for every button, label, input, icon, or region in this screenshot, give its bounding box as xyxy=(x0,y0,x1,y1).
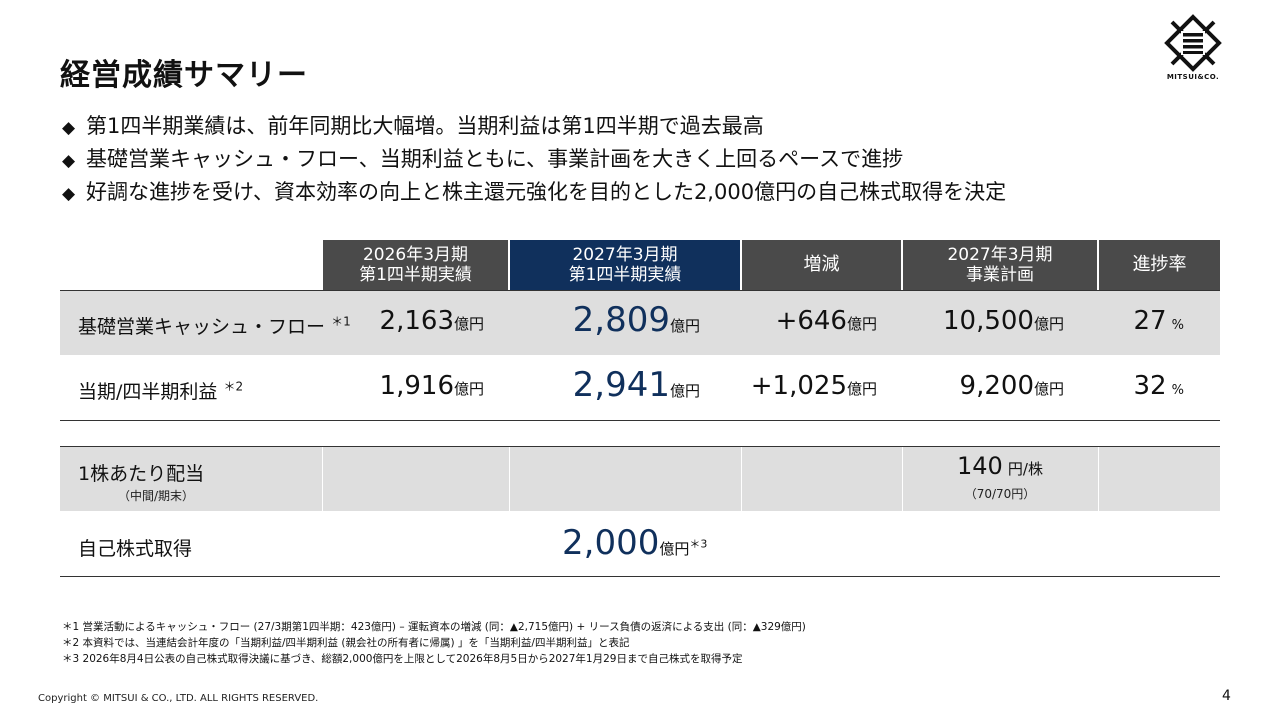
cell-profit-plan: 9,200億円 xyxy=(959,371,1064,401)
bullet-item: ◆ 好調な進捗を受け、資本効率の向上と株主還元強化を目的とした2,000億円の自己… xyxy=(62,176,1006,209)
column-separator xyxy=(322,447,323,511)
footnotes: ＊1 営業活動によるキャッシュ・フロー (27/3期第1四半期：423億円) –… xyxy=(62,619,806,667)
cell-dividend-plan-sub: （70/70円） xyxy=(964,487,1036,501)
header-curr-actual: 2027年3月期 第1四半期実績 xyxy=(510,240,740,290)
footnote-3: ＊3 2026年8月4日公表の自己株式取得決議に基づき、総額2,000億円を上限… xyxy=(62,653,743,665)
table2-bottom-rule xyxy=(60,576,1220,577)
bullet-item: ◆ 基礎営業キャッシュ・フロー、当期利益ともに、事業計画を大きく上回るペースで進捗 xyxy=(62,143,1006,176)
column-separator xyxy=(902,447,903,511)
header-progress: 進捗率 xyxy=(1099,240,1220,290)
footnote-1: ＊1 営業活動によるキャッシュ・フロー (27/3期第1四半期：423億円) –… xyxy=(62,621,806,633)
table2-top-rule xyxy=(60,446,1220,447)
bullet-item: ◆ 第1四半期業績は、前年同期比大幅増。当期利益は第1四半期で過去最高 xyxy=(62,110,1006,143)
header-plan: 2027年3月期 事業計画 xyxy=(903,240,1097,290)
column-separator xyxy=(509,447,510,511)
diamond-icon: ◆ xyxy=(62,118,76,138)
table-row-cf xyxy=(60,291,1220,355)
diamond-icon: ◆ xyxy=(62,184,76,204)
cell-profit-prev: 1,916億円 xyxy=(379,371,484,401)
table-section-rule xyxy=(60,420,1220,421)
row-sublabel-dividend: （中間/期末） xyxy=(118,489,195,503)
cell-profit-curr: 2,941億円 xyxy=(572,365,700,405)
cell-buyback-curr: 2,000億円＊3 xyxy=(562,523,708,563)
summary-bullets: ◆ 第1四半期業績は、前年同期比大幅増。当期利益は第1四半期で過去最高 ◆ 基礎営業… xyxy=(62,110,1006,209)
page-title: 経営成績サマリー xyxy=(60,58,308,93)
cell-dividend-plan: 140 円/株 xyxy=(957,452,1043,480)
column-separator xyxy=(741,447,742,511)
cell-profit-progress: 32 % xyxy=(1133,371,1184,401)
row-label-profit: 当期/四半期利益 ＊2 xyxy=(78,379,244,403)
page-number: 4 xyxy=(1222,688,1231,704)
diamond-icon: ◆ xyxy=(62,151,76,171)
cell-cf-curr: 2,809億円 xyxy=(572,300,700,340)
footnote-2: ＊2 本資料では、当連結会計年度の「当期利益/四半期利益 (親会社の所有者に帰属… xyxy=(62,637,630,649)
table-top-rule xyxy=(60,290,1220,291)
header-prev-actual: 2026年3月期 第1四半期実績 xyxy=(323,240,508,290)
logo-text: MITSUI&CO. xyxy=(1166,73,1220,81)
mitsui-logo-icon xyxy=(1164,14,1222,72)
cell-cf-plan: 10,500億円 xyxy=(943,306,1064,336)
column-separator xyxy=(1098,447,1099,511)
cell-profit-change: +1,025億円 xyxy=(750,371,877,401)
header-change: 増減 xyxy=(742,240,901,290)
copyright: Copyright © MITSUI & CO., LTD. ALL RIGHT… xyxy=(38,693,319,704)
table-row-dividend xyxy=(60,447,1220,511)
row-label-dividend: 1株あたり配当 xyxy=(78,463,205,485)
company-logo: MITSUI&CO. xyxy=(1158,14,1228,94)
cell-cf-prev: 2,163億円 xyxy=(379,306,484,336)
cell-cf-change: +646億円 xyxy=(775,306,877,336)
row-label-cf: 基礎営業キャッシュ・フロー ＊1 xyxy=(78,314,351,338)
cell-cf-progress: 27 % xyxy=(1133,306,1184,336)
row-label-buyback: 自己株式取得 xyxy=(78,538,193,560)
